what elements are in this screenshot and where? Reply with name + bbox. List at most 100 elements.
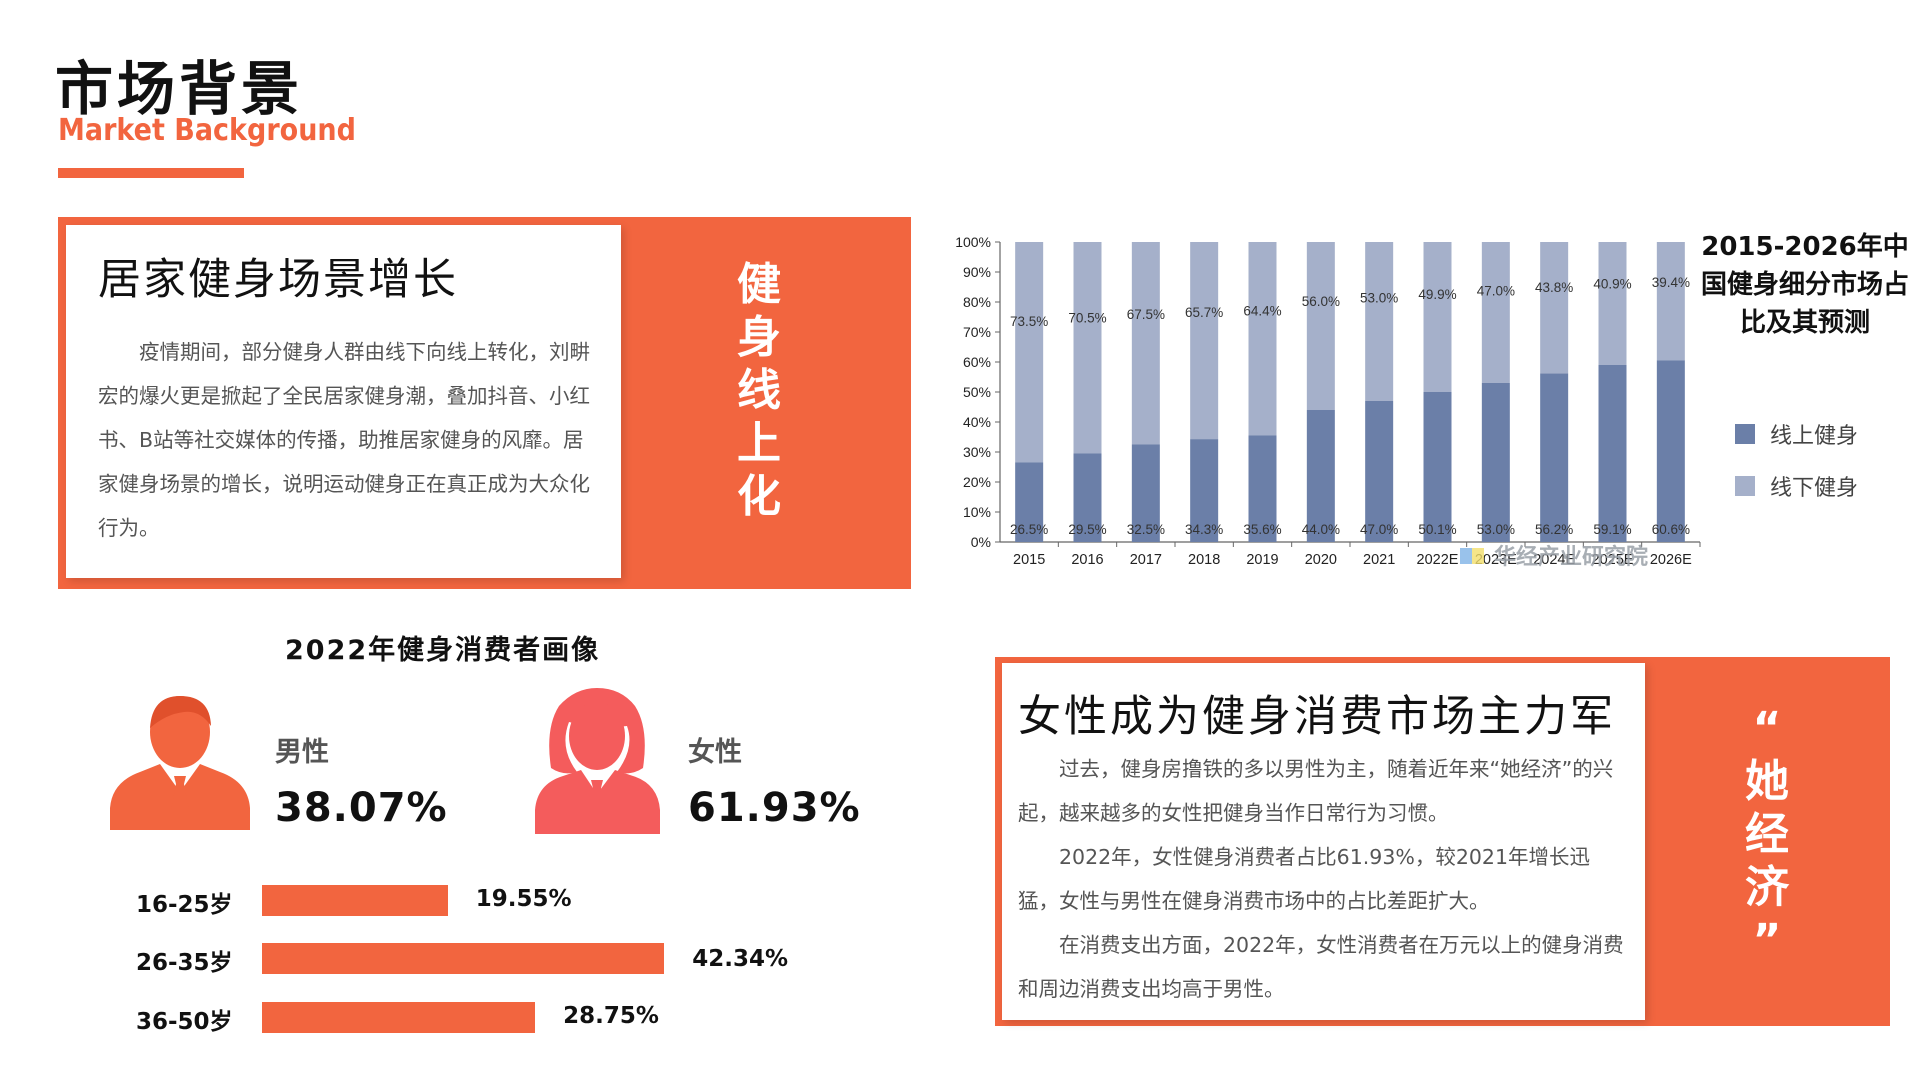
side-char: 线 xyxy=(737,365,781,416)
y-tick-label: 30% xyxy=(963,444,991,460)
data-label: 26.5% xyxy=(1010,522,1048,537)
side-char: 上 xyxy=(737,418,781,469)
bar-offline xyxy=(1365,242,1394,401)
legend-label-online: 线上健身 xyxy=(1770,424,1859,449)
x-tick-label: 2026E xyxy=(1650,552,1692,568)
data-label: 70.5% xyxy=(1068,310,1106,325)
card-home-fitness-side-label: 健 身 线 上 化 xyxy=(734,258,784,523)
bar-online xyxy=(1598,364,1627,542)
bar-online xyxy=(1481,383,1510,542)
card-female-consumers-heading: 女性成为健身消费市场主力军 xyxy=(1018,692,1616,742)
bar-online xyxy=(1015,462,1044,542)
data-label: 49.9% xyxy=(1418,287,1456,302)
male-label: 男性 xyxy=(275,737,329,768)
data-label: 39.4% xyxy=(1652,275,1690,290)
y-tick-label: 60% xyxy=(963,354,991,370)
data-label: 40.9% xyxy=(1593,277,1631,292)
x-tick-label: 2022E xyxy=(1417,552,1459,568)
x-tick-label: 2018 xyxy=(1188,552,1220,568)
age-bar-16-25 xyxy=(262,885,448,916)
page-subtitle: Market Background xyxy=(58,113,356,148)
legend-item-offline: 线下健身 xyxy=(1735,470,1858,502)
age-label-16-25: 16-25岁 xyxy=(136,892,233,918)
data-label: 29.5% xyxy=(1068,522,1106,537)
age-value-36-50: 28.75% xyxy=(563,1003,659,1029)
data-label: 47.0% xyxy=(1360,522,1398,537)
age-value-16-25: 19.55% xyxy=(475,886,572,912)
y-tick-label: 20% xyxy=(963,474,991,490)
data-label: 32.5% xyxy=(1127,522,1165,537)
male-avatar-icon xyxy=(110,696,250,830)
side-quote-open: “ xyxy=(1752,703,1782,754)
y-tick-label: 40% xyxy=(963,414,991,430)
x-tick-label: 2024E xyxy=(1533,552,1575,568)
data-label: 53.0% xyxy=(1477,522,1515,537)
x-tick-label: 2015 xyxy=(1013,552,1045,568)
legend-label-offline: 线下健身 xyxy=(1770,476,1859,501)
bar-offline xyxy=(1248,242,1277,436)
bar-online xyxy=(1656,360,1685,542)
side-char: 她 xyxy=(1745,756,1789,807)
source-watermark: 华经产业研究院 xyxy=(1494,544,1648,570)
bar-offline xyxy=(1598,242,1627,365)
data-label: 35.6% xyxy=(1243,522,1281,537)
bar-online xyxy=(1423,391,1452,542)
card-female-consumers-paragraph: 2022年，女性健身消费者占比61.93%，较2021年增长迅猛，女性与男性在健… xyxy=(1018,845,1591,913)
data-label: 59.1% xyxy=(1593,522,1631,537)
bar-offline xyxy=(1423,242,1452,392)
title-underline xyxy=(58,168,244,178)
x-tick-label: 2017 xyxy=(1130,552,1162,568)
card-female-consumers-paragraph: 过去，健身房撸铁的多以男性为主，随着近年来“她经济”的兴起，越来越多的女性把健身… xyxy=(1018,757,1614,825)
data-label: 56.2% xyxy=(1535,522,1573,537)
page-title: 市场背景 xyxy=(55,55,304,123)
card-female-consumers-paragraph: 在消费支出方面，2022年，女性消费者在万元以上的健身消费和周边消费支出均高于男… xyxy=(1018,933,1624,1001)
side-char: 身 xyxy=(737,312,781,363)
bar-online xyxy=(1131,444,1160,542)
profile-title: 2022年健身消费者画像 xyxy=(285,635,601,666)
side-quote-close: ” xyxy=(1752,915,1782,966)
age-bar-26-35 xyxy=(262,943,665,974)
data-label: 56.0% xyxy=(1302,294,1340,309)
data-label: 73.5% xyxy=(1010,314,1048,329)
legend-swatch-offline xyxy=(1735,476,1755,496)
age-bar-36-50 xyxy=(262,1002,536,1033)
card-female-consumers-panel xyxy=(1002,663,1645,1020)
bar-offline xyxy=(1131,242,1160,445)
data-label: 67.5% xyxy=(1127,307,1165,322)
y-tick-label: 90% xyxy=(963,264,991,280)
female-label: 女性 xyxy=(688,737,742,768)
y-tick-label: 50% xyxy=(963,384,991,400)
y-tick-label: 80% xyxy=(963,294,991,310)
side-char: 化 xyxy=(737,471,781,522)
bar-online xyxy=(1073,453,1102,542)
data-label: 60.6% xyxy=(1652,522,1690,537)
watermark-logo-mark xyxy=(1460,548,1472,564)
x-tick-label: 2020 xyxy=(1305,552,1337,568)
side-char: 济 xyxy=(1745,862,1789,913)
data-label: 43.8% xyxy=(1535,280,1573,295)
card-home-fitness-panel xyxy=(66,225,621,578)
y-tick-label: 10% xyxy=(963,504,991,520)
chart-title: 2015-2026年中国健身细分市场占比及其预测 xyxy=(1700,232,1909,338)
side-char: 健 xyxy=(737,259,781,310)
age-label-26-35: 26-35岁 xyxy=(136,950,233,976)
x-tick-label: 2019 xyxy=(1246,552,1278,568)
male-percentage: 38.07% xyxy=(275,785,448,831)
bar-offline xyxy=(1540,242,1569,374)
card-home-fitness-heading: 居家健身场景增长 xyxy=(98,255,458,305)
bar-offline xyxy=(1073,242,1102,454)
age-label-36-50: 36-50岁 xyxy=(136,1009,233,1035)
card-female-consumers-side-label: “ 她 经 济 ” xyxy=(1742,702,1792,967)
card-female-consumers-body: 过去，健身房撸铁的多以男性为主，随着近年来“她经济”的兴起，越来越多的女性把健身… xyxy=(1018,747,1628,1011)
bar-online xyxy=(1306,410,1335,542)
x-tick-label: 2021 xyxy=(1363,552,1395,568)
data-label: 34.3% xyxy=(1185,522,1223,537)
data-label: 65.7% xyxy=(1185,305,1223,320)
x-tick-label: 2016 xyxy=(1071,552,1103,568)
side-char: 经 xyxy=(1745,809,1789,860)
watermark-logo-mark xyxy=(1472,548,1484,564)
bar-offline xyxy=(1306,242,1335,410)
bar-online xyxy=(1365,401,1394,542)
card-home-fitness-paragraph: 疫情期间，部分健身人群由线下向线上转化，刘畊宏的爆火更是掀起了全民居家健身潮，叠… xyxy=(98,340,590,540)
female-avatar-icon xyxy=(535,688,660,834)
